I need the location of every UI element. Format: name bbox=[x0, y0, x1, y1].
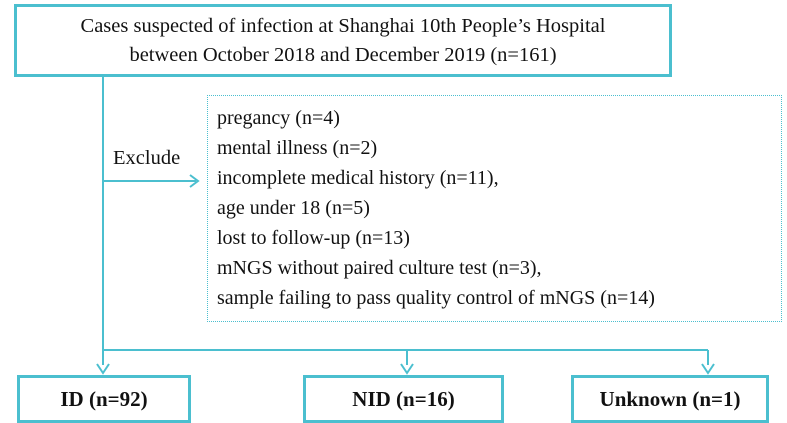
outcome-nid-box: NID (n=16) bbox=[303, 375, 504, 423]
exclusion-item: incomplete medical history (n=11), bbox=[217, 167, 499, 189]
exclusion-item: mNGS without paired culture test (n=3), bbox=[217, 257, 542, 279]
outcome-unknown-label: Unknown (n=1) bbox=[599, 386, 741, 411]
arrowhead-unknown bbox=[701, 363, 715, 375]
cases-line-1: Cases suspected of infection at Shanghai… bbox=[80, 14, 606, 37]
outcome-id-label: ID (n=92) bbox=[60, 386, 148, 411]
exclusion-item: age under 18 (n=5) bbox=[217, 197, 370, 219]
outcome-unknown-box: Unknown (n=1) bbox=[571, 375, 769, 423]
exclusion-item: mental illness (n=2) bbox=[217, 137, 378, 159]
exclusion-criteria-box: pregancy (n=4) mental illness (n=2) inco… bbox=[207, 95, 782, 322]
exclusion-item: pregancy (n=4) bbox=[217, 107, 340, 129]
exclusion-item: sample failing to pass quality control o… bbox=[217, 287, 655, 309]
arrowhead-id bbox=[96, 363, 110, 375]
arrowhead-nid bbox=[400, 363, 414, 375]
exclude-label: Exclude bbox=[111, 147, 183, 170]
outcome-id-box: ID (n=92) bbox=[17, 375, 191, 423]
outcome-nid-label: NID (n=16) bbox=[352, 386, 455, 411]
cases-suspected-box: Cases suspected of infection at Shanghai… bbox=[14, 4, 672, 77]
arrowhead-exclude bbox=[189, 174, 200, 188]
exclusion-item: lost to follow-up (n=13) bbox=[217, 227, 410, 249]
cases-line-2: between October 2018 and December 2019 (… bbox=[129, 43, 557, 66]
